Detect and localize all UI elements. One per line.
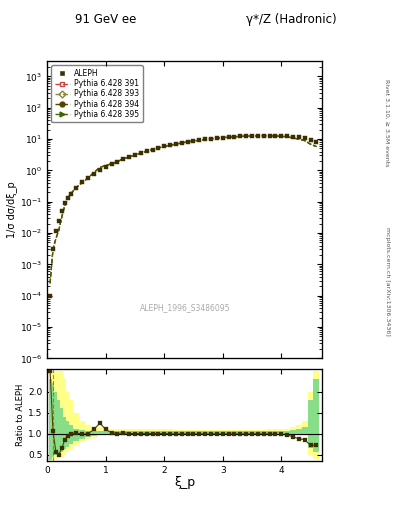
X-axis label: ξ_p: ξ_p [174, 476, 195, 489]
Text: mcplots.cern.ch [arXiv:1306.3436]: mcplots.cern.ch [arXiv:1306.3436] [385, 227, 389, 336]
Y-axis label: 1/σ dσ/dξ_p: 1/σ dσ/dξ_p [6, 182, 17, 238]
Text: ALEPH_1996_S3486095: ALEPH_1996_S3486095 [140, 304, 230, 312]
Y-axis label: Ratio to ALEPH: Ratio to ALEPH [16, 383, 25, 446]
Text: γ*/Z (Hadronic): γ*/Z (Hadronic) [246, 13, 336, 26]
Legend: ALEPH, Pythia 6.428 391, Pythia 6.428 393, Pythia 6.428 394, Pythia 6.428 395: ALEPH, Pythia 6.428 391, Pythia 6.428 39… [51, 65, 143, 122]
Text: Rivet 3.1.10, ≥ 3.5M events: Rivet 3.1.10, ≥ 3.5M events [385, 79, 389, 166]
Text: 91 GeV ee: 91 GeV ee [75, 13, 137, 26]
